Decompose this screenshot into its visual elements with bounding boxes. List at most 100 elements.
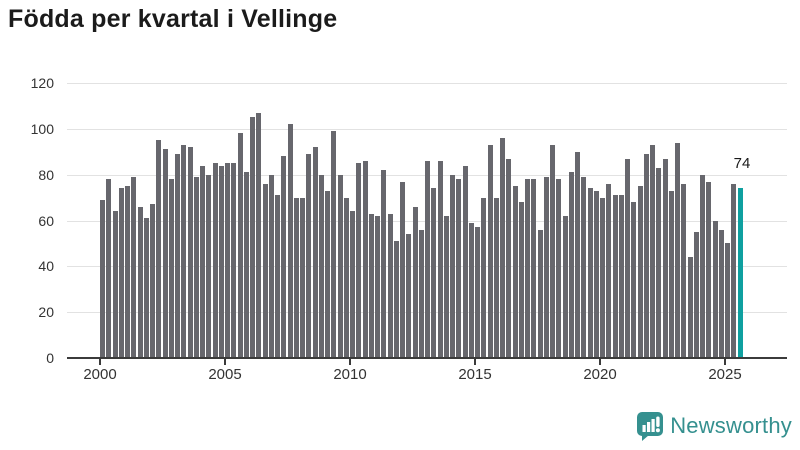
bar xyxy=(600,197,605,358)
bar xyxy=(381,170,387,358)
bar xyxy=(293,197,299,358)
bar xyxy=(318,174,324,358)
bar xyxy=(668,190,674,358)
bar xyxy=(368,213,374,358)
bar xyxy=(662,158,668,358)
bar xyxy=(631,202,637,358)
x-axis-line xyxy=(67,357,787,359)
bar xyxy=(268,174,274,358)
y-axis-tick-label: 0 xyxy=(46,350,54,366)
bar xyxy=(237,133,243,358)
bar xyxy=(225,163,230,358)
bar xyxy=(231,163,237,358)
bar xyxy=(525,179,530,358)
x-axis-tick-label: 2025 xyxy=(708,366,742,383)
bar xyxy=(650,144,655,358)
bar xyxy=(193,176,199,358)
bar xyxy=(443,215,449,358)
bar xyxy=(281,156,287,358)
x-axis-tick xyxy=(474,358,476,365)
bar xyxy=(681,183,687,358)
bar xyxy=(606,183,612,358)
bar xyxy=(418,229,424,358)
bar xyxy=(406,234,412,358)
newsworthy-logo[interactable]: Newsworthy xyxy=(636,411,792,441)
bar xyxy=(206,174,212,358)
bar xyxy=(287,124,293,358)
y-axis-tick-label: 20 xyxy=(38,304,54,321)
bar xyxy=(718,229,724,358)
bar xyxy=(218,165,224,358)
x-axis-tick-label: 2000 xyxy=(83,366,117,383)
bar xyxy=(156,140,162,358)
bar xyxy=(437,160,443,358)
bar xyxy=(700,174,705,358)
bar xyxy=(181,144,187,358)
highlight-value-label: 74 xyxy=(733,155,751,173)
x-axis-tick-label: 2015 xyxy=(458,366,492,383)
bar xyxy=(512,186,518,358)
bar xyxy=(706,181,712,358)
newsworthy-logo-text: Newsworthy xyxy=(670,413,792,438)
bar xyxy=(343,197,349,358)
bar xyxy=(481,197,487,358)
bar xyxy=(337,174,343,358)
bar xyxy=(400,181,405,358)
bar xyxy=(356,163,362,358)
x-axis-tick-label: 2010 xyxy=(333,366,367,383)
bar xyxy=(300,197,305,358)
y-axis-tick-label: 60 xyxy=(38,212,54,229)
bar xyxy=(493,197,499,358)
bar xyxy=(200,165,205,358)
bar xyxy=(100,199,105,358)
bar xyxy=(387,213,393,358)
bar xyxy=(325,190,330,358)
bar xyxy=(112,211,118,358)
bar xyxy=(312,147,318,358)
bar xyxy=(412,206,418,358)
bar xyxy=(250,117,255,358)
bar xyxy=(256,112,262,358)
bar xyxy=(425,160,430,358)
bar xyxy=(187,147,193,358)
x-axis-tick xyxy=(99,358,101,365)
bar xyxy=(450,174,455,358)
y-axis-tick-label: 80 xyxy=(38,166,54,183)
bar xyxy=(687,257,693,358)
bar xyxy=(275,195,280,358)
bar xyxy=(143,218,149,358)
bar xyxy=(162,149,168,358)
bar xyxy=(431,188,437,358)
y-axis-tick-label: 120 xyxy=(30,75,54,91)
x-axis-tick-label: 2005 xyxy=(208,366,242,383)
bar xyxy=(518,202,524,358)
bar xyxy=(131,176,137,358)
bar xyxy=(587,188,593,358)
bar xyxy=(643,154,649,358)
bar xyxy=(618,195,624,358)
bar xyxy=(462,165,468,358)
x-axis-tick xyxy=(224,358,226,365)
bar xyxy=(375,215,380,358)
bar xyxy=(150,204,155,358)
bar xyxy=(393,241,399,358)
bar xyxy=(675,142,680,358)
gridline-y120 xyxy=(67,83,787,84)
bar xyxy=(537,229,543,358)
bar xyxy=(487,144,493,358)
newsworthy-bar-chart-icon xyxy=(636,411,664,441)
bar xyxy=(531,179,537,358)
bar xyxy=(137,206,143,358)
bar xyxy=(656,167,662,358)
bar xyxy=(625,158,630,358)
bar xyxy=(550,144,555,358)
bar xyxy=(456,179,462,358)
bar xyxy=(725,243,730,358)
bar xyxy=(543,176,549,358)
bar xyxy=(118,188,124,358)
bar xyxy=(500,138,505,358)
bar xyxy=(581,176,587,358)
y-axis-tick-label: 100 xyxy=(30,120,54,137)
bar xyxy=(350,211,355,358)
bar xyxy=(468,222,474,358)
